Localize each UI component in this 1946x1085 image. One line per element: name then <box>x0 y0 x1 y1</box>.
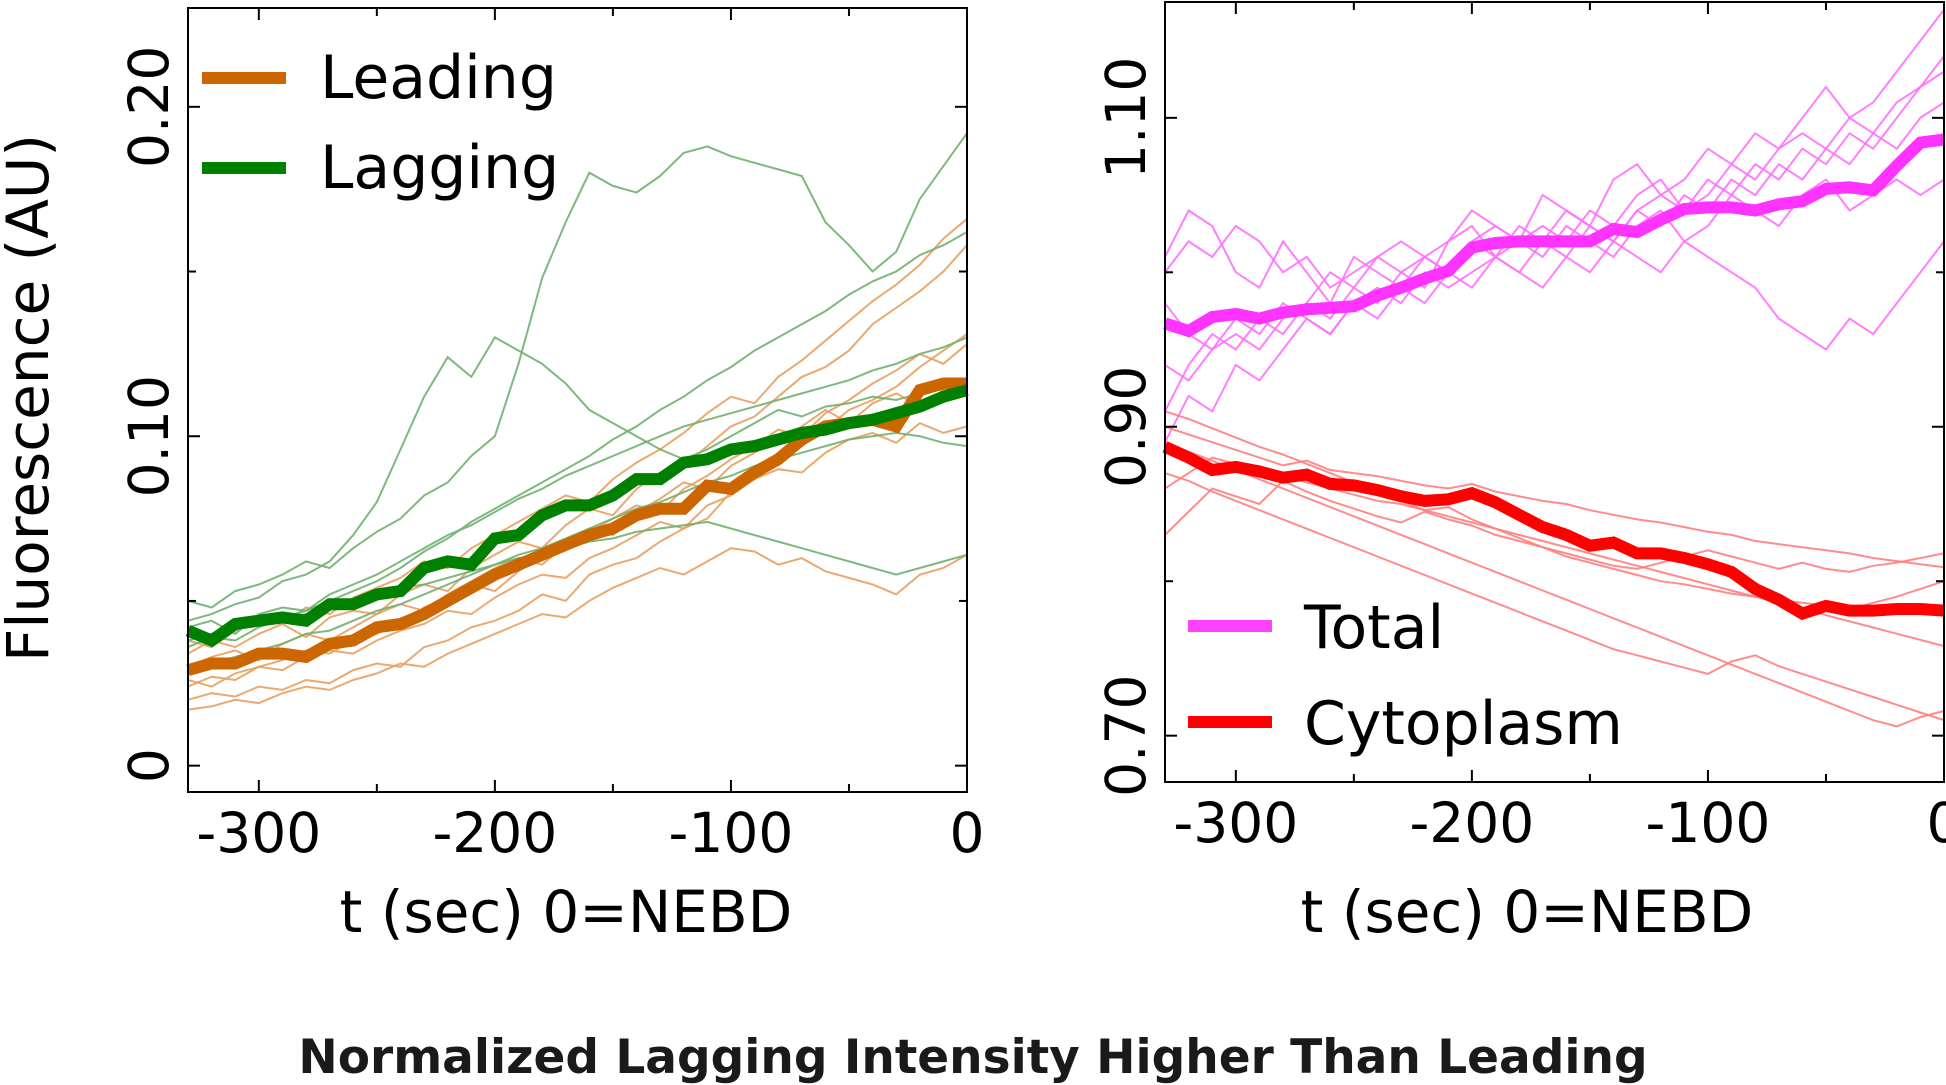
trace-line-10 <box>1165 411 1944 609</box>
trace-line-2 <box>188 245 967 653</box>
legend-label-total: Total <box>1303 593 1444 663</box>
series-line-total <box>1165 140 1944 332</box>
x-tick-label: -100 <box>669 801 794 865</box>
legend-label-lagging: Lagging <box>320 133 559 203</box>
trace-line-12 <box>188 337 967 634</box>
left-y-axis-label: Fluorescence (AU) <box>0 134 62 662</box>
right-panel: t (sec) 0=NEBD Total Cytoplasm -300 -200 -… <box>1094 2 1946 946</box>
x-tick-label: 0 <box>950 801 985 865</box>
right-x-axis-label: t (sec) 0=NEBD <box>1301 878 1754 946</box>
x-tick-label: -200 <box>432 801 557 865</box>
y-tick-label: 0.90 <box>1094 366 1158 488</box>
x-tick-label: -200 <box>1409 791 1534 855</box>
legend-label-leading: Leading <box>320 43 557 113</box>
y-tick-label: 1.10 <box>1094 57 1158 179</box>
left-x-axis-label: t (sec) 0=NEBD <box>340 878 793 946</box>
y-tick-label: 0.70 <box>1094 674 1158 796</box>
x-tick-label: -300 <box>1173 791 1298 855</box>
trace-line-5 <box>1165 56 1944 380</box>
left-legend: Leading Lagging <box>202 43 559 203</box>
trace-line-6 <box>188 219 967 647</box>
left-series-lines <box>188 133 967 709</box>
trace-line-4 <box>188 548 967 709</box>
x-tick-label: -100 <box>1646 791 1771 855</box>
figure-caption: Normalized Lagging Intensity Higher Than… <box>0 1030 1946 1085</box>
y-tick-label: 0.20 <box>117 46 181 168</box>
trace-line-9 <box>1165 442 1944 726</box>
trace-line-1 <box>1165 10 1944 304</box>
legend-label-cytoplasm: Cytoplasm <box>1304 689 1623 759</box>
trace-line-11 <box>1165 473 1944 720</box>
x-tick-label: -300 <box>196 801 321 865</box>
right-y-axis: 0.70 0.90 1.10 <box>1094 57 1944 797</box>
y-tick-label: 0.10 <box>117 375 181 497</box>
right-legend: Total Cytoplasm <box>1188 593 1623 759</box>
right-plot-frame <box>1165 2 1944 782</box>
left-panel: Fluorescence (AU) t (sec) 0=NEBD Leading… <box>0 8 985 946</box>
right-series-lines <box>1165 10 1944 727</box>
y-tick-label: 0 <box>117 748 181 783</box>
trace-line-7 <box>1165 427 1944 568</box>
series-line-cytoplasm <box>1165 447 1944 614</box>
series-line-lagging <box>188 390 967 640</box>
x-tick-label: 0 <box>1927 791 1946 855</box>
